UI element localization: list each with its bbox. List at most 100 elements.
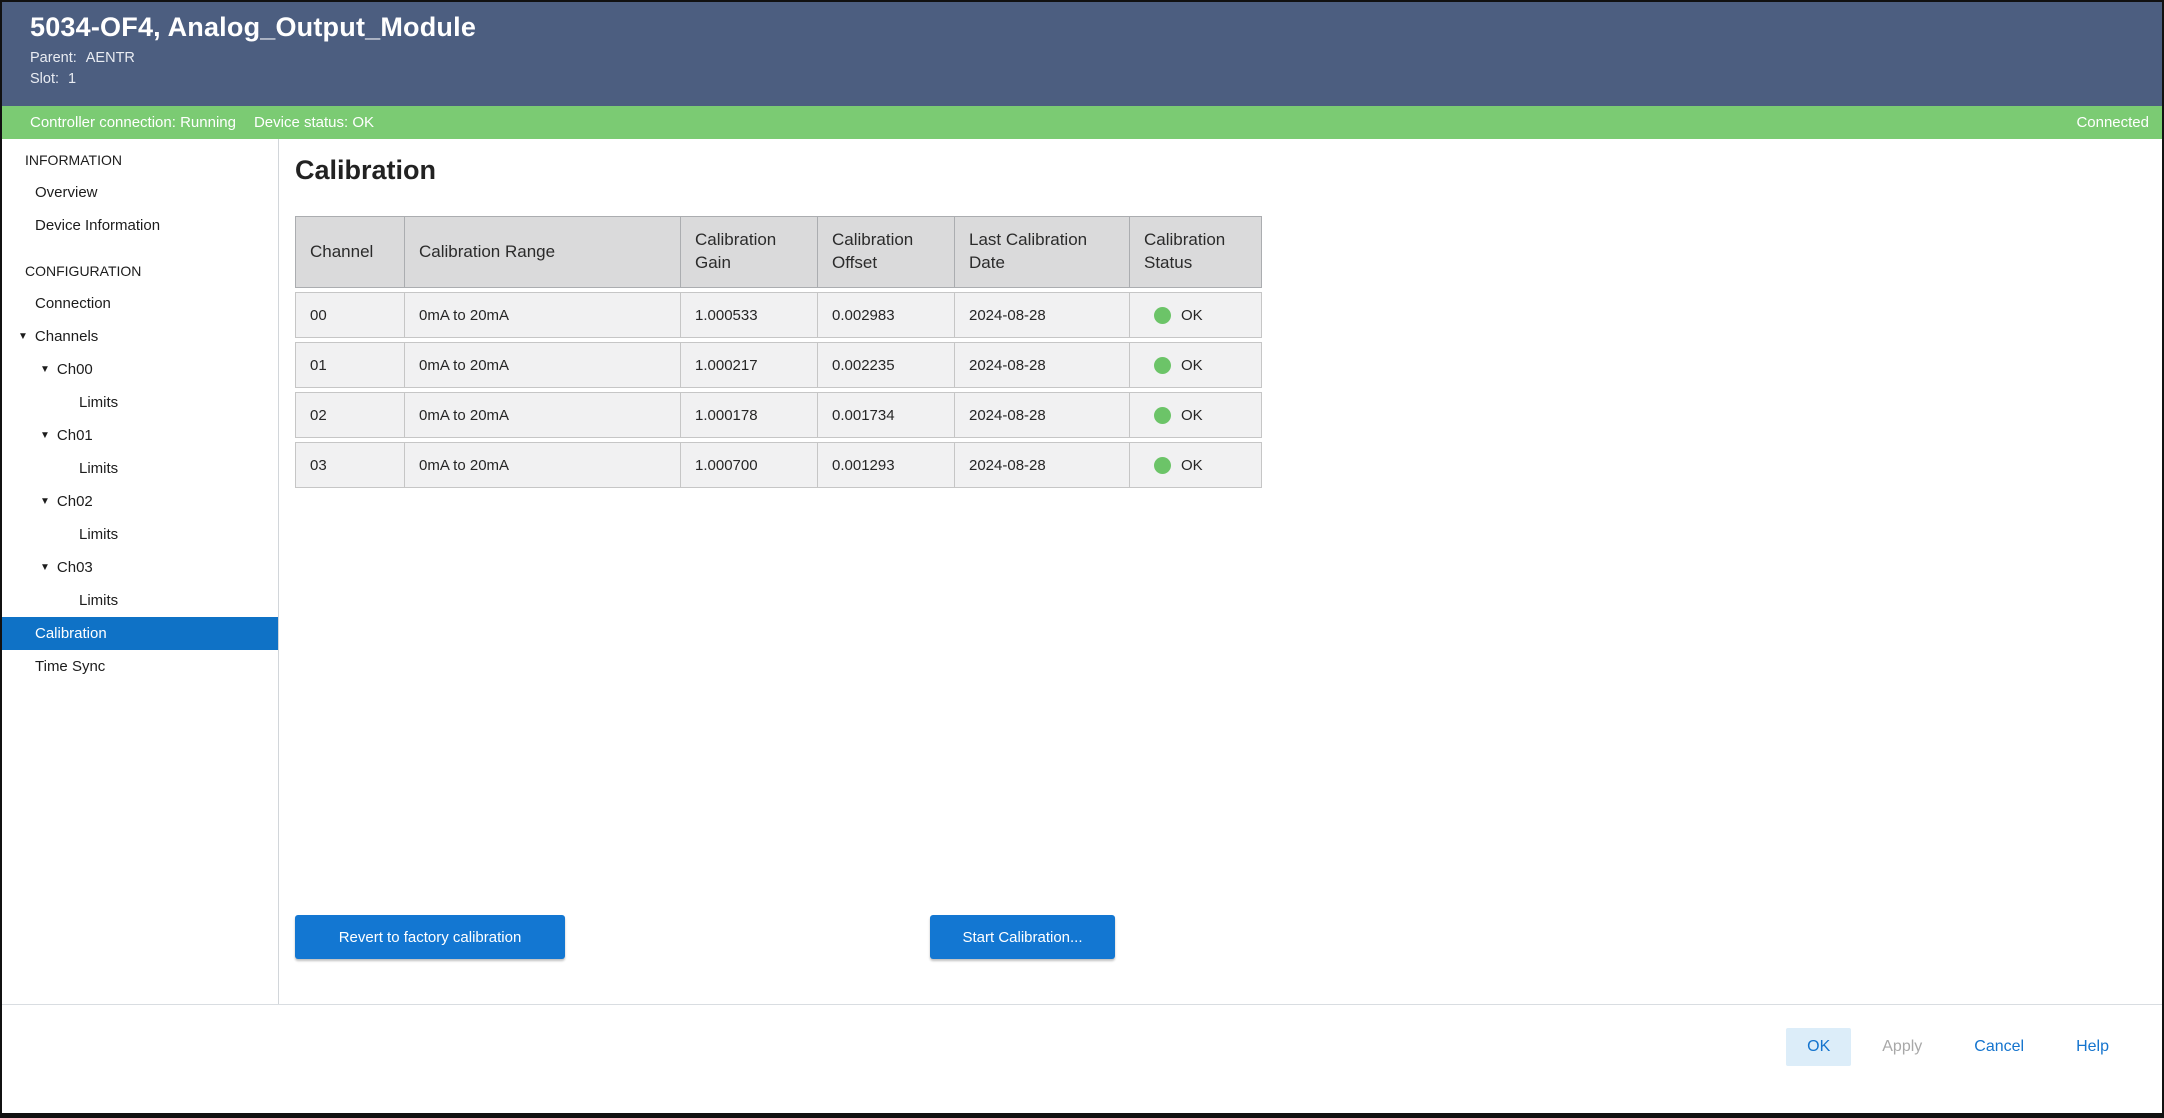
table-body: 00 0mA to 20mA 1.000533 0.002983 2024-08-28 O… [295,292,1263,489]
status-ok-icon [1154,456,1171,474]
sidebar-item-limits[interactable]: Limits [2,584,278,617]
sidebar-nav: INFORMATION Overview Device Information CON… [2,139,279,1004]
sidebar-item-label: CONFIGURATION [25,262,142,279]
table-header-row: Channel Calibration Range Calibration Gain… [295,216,1263,289]
cell-range: 0mA to 20mA [404,443,680,488]
sidebar-item-label: Channels [34,328,99,345]
sidebar-item-connection[interactable]: Connection [2,287,278,320]
sidebar-item-ch00[interactable]: ▼ Ch00 [2,353,278,386]
cell-status: OK [1129,443,1263,488]
cell-offset: 0.002983 [817,293,954,338]
table-row[interactable]: 01 0mA to 20mA 1.000217 0.002235 2024-08-28 O… [295,342,1263,389]
connection-state-badge: Connected [2076,114,2149,131]
table-row[interactable]: 03 0mA to 20mA 1.000700 0.001293 2024-08-28 O… [295,442,1263,489]
cell-channel: 00 [310,306,327,324]
expanded-triangle-icon[interactable]: ▼ [40,364,50,375]
sidebar-section-configuration: CONFIGURATION [2,254,278,287]
sidebar-item-label: Limits [79,394,119,411]
column-header: Calibration Status [1129,217,1263,288]
sidebar-item-limits[interactable]: Limits [2,518,278,551]
column-header: Channel [310,241,374,261]
sidebar-item-channels[interactable]: ▼ Channels [2,320,278,353]
column-header: Last Calibration Date [954,217,1129,288]
expanded-triangle-icon[interactable]: ▼ [40,430,50,441]
parent-line: Parent: AENTR [30,50,2162,66]
column-header: Calibration Offset [817,217,954,288]
status-text: OK [1181,406,1203,424]
column-header: Calibration Gain [680,217,817,288]
sidebar-item-label: Ch03 [56,559,93,576]
help-button[interactable]: Help [2055,1028,2130,1066]
sidebar-item-label: Ch00 [56,361,93,378]
sidebar-item-label: Ch01 [56,427,93,444]
sidebar-item-label: Calibration [35,625,107,642]
start-calibration-button[interactable]: Start Calibration... [930,915,1115,959]
sidebar-item-ch03[interactable]: ▼ Ch03 [2,551,278,584]
cell-date: 2024-08-28 [954,293,1129,338]
table-row[interactable]: 00 0mA to 20mA 1.000533 0.002983 2024-08-28 O… [295,292,1263,339]
cell-status: OK [1129,343,1263,388]
section-title: Calibration [295,155,437,185]
revert-to-factory-calibration-button[interactable]: Revert to factory calibration [295,915,565,959]
cell-gain: 1.000533 [680,293,817,338]
cell-channel: 03 [310,456,327,474]
sidebar-item-label: Ch02 [56,493,93,510]
slot-label: Slot: [30,70,60,87]
sidebar-item-label: Limits [79,592,119,609]
expanded-triangle-icon[interactable]: ▼ [18,331,28,342]
sidebar-item-ch02[interactable]: ▼ Ch02 [2,485,278,518]
status-text: OK [1181,356,1203,374]
ok-button[interactable]: OK [1786,1028,1852,1066]
slot-value: 1 [68,70,77,87]
content-area: INFORMATION Overview Device Information CON… [2,139,2162,1004]
sidebar-item-label: INFORMATION [25,151,122,168]
status-bar: Controller connection: Running Device st… [2,106,2162,139]
titlebar: 5034-OF4, Analog_Output_Module Parent: AE… [2,2,2162,106]
status-text: OK [1181,306,1203,324]
apply-button[interactable]: Apply [1861,1028,1943,1066]
expanded-triangle-icon[interactable]: ▼ [40,562,50,573]
sidebar-item-label: Limits [79,460,119,477]
cell-date: 2024-08-28 [954,393,1129,438]
parent-label: Parent: [30,49,77,66]
cell-date: 2024-08-28 [954,443,1129,488]
cell-gain: 1.000700 [680,443,817,488]
sidebar-item-device-information[interactable]: Device Information [2,209,278,242]
cell-status: OK [1129,293,1263,338]
sidebar-section-information: INFORMATION [2,143,278,176]
sidebar-item-calibration[interactable]: Calibration [2,617,278,650]
sidebar-item-label: Time Sync [35,658,106,675]
sidebar-item-limits[interactable]: Limits [2,386,278,419]
status-ok-icon [1154,406,1171,424]
main-panel: Calibration Channel Calibration Range Cali… [279,139,2162,1004]
sidebar-item-time-sync[interactable]: Time Sync [2,650,278,683]
cell-offset: 0.001293 [817,443,954,488]
sidebar-item-ch01[interactable]: ▼ Ch01 [2,419,278,452]
status-ok-icon [1154,306,1171,324]
sidebar-item-overview[interactable]: Overview [2,176,278,209]
sidebar-item-label: Overview [35,184,98,201]
sidebar-item-label: Limits [79,526,119,543]
status-ok-icon [1154,356,1171,374]
cell-gain: 1.000217 [680,343,817,388]
slot-line: Slot: 1 [30,71,2162,87]
cell-range: 0mA to 20mA [404,393,680,438]
cell-gain: 1.000178 [680,393,817,438]
sidebar-item-label: Device Information [35,217,161,234]
sidebar-item-label: Connection [35,295,111,312]
parent-value: AENTR [85,49,135,66]
sidebar-item-limits[interactable]: Limits [2,452,278,485]
cell-channel: 02 [310,406,327,424]
table-row[interactable]: 02 0mA to 20mA 1.000178 0.001734 2024-08-28 O… [295,392,1262,439]
cell-date: 2024-08-28 [954,343,1129,388]
footer-button-bar: OK Apply Cancel Help [2,1004,2162,1113]
calibration-table: Channel Calibration Range Calibration Gain… [295,216,1263,489]
expanded-triangle-icon[interactable]: ▼ [40,496,50,507]
cancel-button[interactable]: Cancel [1953,1028,2045,1066]
status-text: OK [1181,456,1203,474]
cell-range: 0mA to 20mA [404,293,680,338]
controller-connection-status: Controller connection: Running [30,114,236,131]
cell-offset: 0.002235 [817,343,954,388]
column-header: Calibration Range [404,217,680,288]
